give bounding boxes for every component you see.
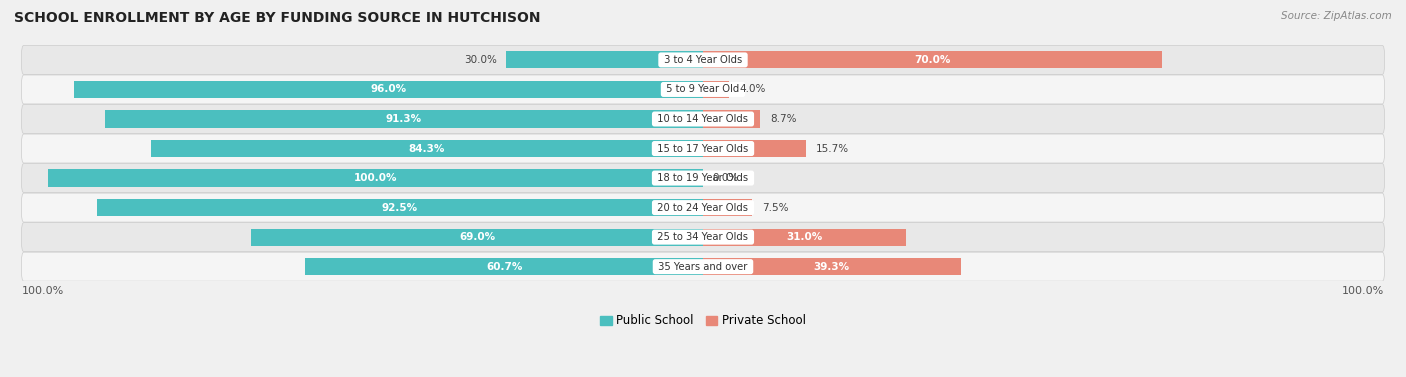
FancyBboxPatch shape bbox=[21, 223, 1385, 251]
Text: 92.5%: 92.5% bbox=[382, 202, 418, 213]
FancyBboxPatch shape bbox=[21, 193, 1385, 222]
Bar bbox=[703, 258, 960, 275]
Text: 8.7%: 8.7% bbox=[770, 114, 796, 124]
Text: 70.0%: 70.0% bbox=[914, 55, 950, 65]
Text: 18 to 19 Year Olds: 18 to 19 Year Olds bbox=[654, 173, 752, 183]
FancyBboxPatch shape bbox=[21, 164, 1385, 193]
Bar bbox=[506, 51, 703, 69]
Text: 10 to 14 Year Olds: 10 to 14 Year Olds bbox=[654, 114, 752, 124]
Bar bbox=[703, 199, 752, 216]
Text: 15.7%: 15.7% bbox=[815, 144, 849, 153]
Bar bbox=[105, 110, 703, 127]
Bar bbox=[305, 258, 703, 275]
Bar bbox=[703, 51, 1161, 69]
FancyBboxPatch shape bbox=[21, 104, 1385, 133]
Text: 100.0%: 100.0% bbox=[21, 286, 63, 296]
Bar bbox=[48, 170, 703, 187]
Bar bbox=[250, 228, 703, 246]
Text: 3 to 4 Year Olds: 3 to 4 Year Olds bbox=[661, 55, 745, 65]
Text: 5 to 9 Year Old: 5 to 9 Year Old bbox=[664, 84, 742, 95]
FancyBboxPatch shape bbox=[21, 46, 1385, 74]
Text: 96.0%: 96.0% bbox=[370, 84, 406, 95]
Text: 35 Years and over: 35 Years and over bbox=[655, 262, 751, 272]
FancyBboxPatch shape bbox=[21, 252, 1385, 281]
Text: 7.5%: 7.5% bbox=[762, 202, 789, 213]
Text: 91.3%: 91.3% bbox=[385, 114, 422, 124]
Text: 30.0%: 30.0% bbox=[464, 55, 496, 65]
FancyBboxPatch shape bbox=[21, 134, 1385, 163]
Text: 31.0%: 31.0% bbox=[786, 232, 823, 242]
Text: 25 to 34 Year Olds: 25 to 34 Year Olds bbox=[654, 232, 752, 242]
FancyBboxPatch shape bbox=[21, 75, 1385, 104]
Text: 20 to 24 Year Olds: 20 to 24 Year Olds bbox=[654, 202, 752, 213]
Bar bbox=[703, 228, 905, 246]
Bar bbox=[150, 140, 703, 157]
Bar bbox=[97, 199, 703, 216]
Text: 60.7%: 60.7% bbox=[486, 262, 522, 272]
Text: 0.0%: 0.0% bbox=[713, 173, 740, 183]
Text: 100.0%: 100.0% bbox=[1343, 286, 1385, 296]
Bar bbox=[703, 110, 761, 127]
Text: 4.0%: 4.0% bbox=[740, 84, 765, 95]
Bar bbox=[703, 140, 806, 157]
Text: 100.0%: 100.0% bbox=[354, 173, 396, 183]
Text: 69.0%: 69.0% bbox=[458, 232, 495, 242]
Bar bbox=[75, 81, 703, 98]
Text: 15 to 17 Year Olds: 15 to 17 Year Olds bbox=[654, 144, 752, 153]
Legend: Public School, Private School: Public School, Private School bbox=[600, 314, 806, 328]
Text: 84.3%: 84.3% bbox=[409, 144, 446, 153]
Bar bbox=[703, 81, 730, 98]
Text: SCHOOL ENROLLMENT BY AGE BY FUNDING SOURCE IN HUTCHISON: SCHOOL ENROLLMENT BY AGE BY FUNDING SOUR… bbox=[14, 11, 540, 25]
Text: 39.3%: 39.3% bbox=[814, 262, 849, 272]
Text: Source: ZipAtlas.com: Source: ZipAtlas.com bbox=[1281, 11, 1392, 21]
